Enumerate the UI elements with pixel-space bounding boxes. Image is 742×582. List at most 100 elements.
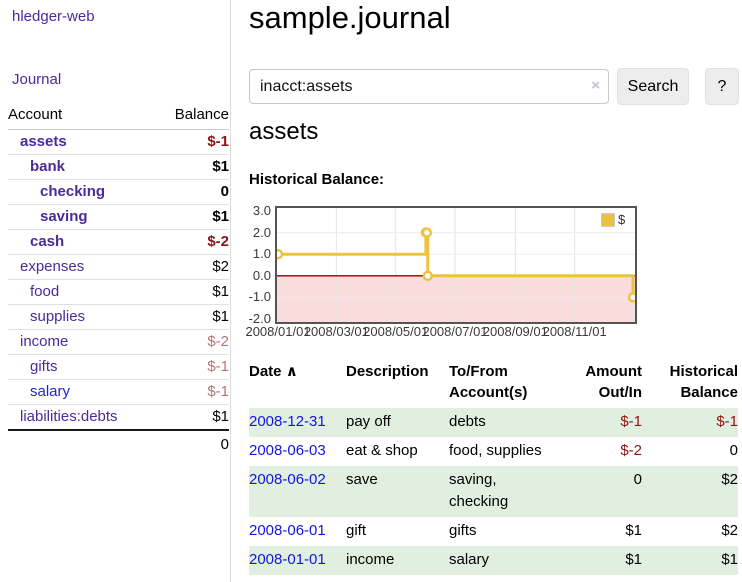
- y-axis-tick-label: 1.0: [252, 246, 271, 262]
- sidebar-account-balance: $1: [155, 279, 229, 305]
- sidebar-account-row: checking 0: [8, 179, 229, 205]
- register-accounts-cell: debts: [449, 408, 571, 437]
- x-axis-tick-label: 2008/11/01: [542, 324, 607, 339]
- sidebar-accounts-table: Account Balance assets $-1 bank $1 checking 0…: [8, 104, 229, 457]
- y-axis-tick-label: -2.0: [248, 311, 271, 326]
- sort-ascending-icon: ∧: [285, 363, 298, 380]
- register-accounts-cell: gifts: [449, 522, 477, 539]
- y-axis-tick-label: -1.0: [248, 289, 271, 305]
- register-balance-cell: $2: [642, 466, 738, 517]
- sidebar-account-row: saving $1: [8, 204, 229, 230]
- register-row: 2008-06-01 gift gifts $1 $2: [249, 517, 738, 546]
- accounts-col-account: Account: [8, 104, 156, 130]
- sidebar-account-link[interactable]: checking: [40, 183, 106, 200]
- help-button[interactable]: ?: [705, 68, 739, 105]
- sidebar-account-row: food $1: [8, 279, 229, 305]
- register-amount-cell: $1: [625, 522, 642, 539]
- sidebar-account-link[interactable]: expenses: [20, 258, 85, 275]
- sidebar-accounts-body: assets $-1 bank $1 checking 0 saving $1 cash $-2 e…: [8, 129, 229, 431]
- brand-link[interactable]: hledger-web: [12, 8, 95, 25]
- accounts-total-value: 0: [155, 429, 229, 457]
- register-date-cell: 2008-06-03: [249, 437, 346, 466]
- x-axis-tick-label: 2008/03/01: [303, 324, 369, 339]
- sidebar-account-link[interactable]: saving: [40, 208, 88, 225]
- register-table: Date ∧ Description To/From Account(s) Am…: [249, 361, 738, 575]
- sidebar-account-link[interactable]: income: [20, 333, 69, 350]
- sidebar-account-balance: $1: [155, 154, 229, 180]
- sidebar-account-row: liabilities:debts $1: [8, 404, 229, 431]
- register-amount-cell: 0: [571, 466, 642, 517]
- register-description-cell: eat & shop: [346, 442, 418, 459]
- sidebar-account-balance: $-1: [155, 129, 229, 155]
- sidebar-account-balance: $-2: [155, 329, 229, 355]
- register-date-cell: 2008-06-02: [249, 466, 346, 517]
- sidebar-account-balance: $-1: [155, 354, 229, 380]
- search-input-wrap: ×: [249, 69, 609, 104]
- register-amount-cell: $1: [571, 546, 642, 575]
- register-row: 2008-01-01 income salary $1 $1: [249, 546, 738, 575]
- sidebar-account-row: cash $-2: [8, 229, 229, 255]
- sidebar-account-balance: $-2: [155, 229, 229, 255]
- register-col-accounts: To/From Account(s): [449, 363, 528, 401]
- sidebar-account-row: expenses $2: [8, 254, 229, 280]
- sidebar-account-link[interactable]: bank: [30, 158, 66, 175]
- sidebar-account-balance: $1: [155, 304, 229, 330]
- chart-legend: $: [600, 211, 627, 228]
- sidebar-account-link[interactable]: gifts: [30, 358, 58, 375]
- search-button[interactable]: Search: [617, 68, 689, 105]
- sidebar-account-link[interactable]: liabilities:debts: [20, 408, 118, 425]
- register-row: 2008-12-31 pay off debts $-1 $-1: [249, 408, 738, 437]
- register-description-cell: save: [346, 466, 449, 517]
- sidebar-account-balance: $2: [155, 254, 229, 280]
- register-description-cell: income: [346, 546, 449, 575]
- register-date-cell: 2008-01-01: [249, 546, 346, 575]
- sidebar-account-link[interactable]: salary: [30, 383, 71, 400]
- transaction-date-link[interactable]: 2008-06-01: [249, 522, 326, 539]
- transaction-date-link[interactable]: 2008-12-31: [249, 413, 326, 430]
- register-col-date[interactable]: Date ∧: [249, 363, 298, 380]
- register-balance-cell: $-1: [642, 408, 738, 437]
- sidebar-account-row: bank $1: [8, 154, 229, 180]
- sidebar-account-row: supplies $1: [8, 304, 229, 330]
- register-col-description: Description: [346, 363, 429, 380]
- sidebar-account-balance: $1: [155, 204, 229, 230]
- register-body: 2008-12-31 pay off debts $-1 $-1 2008-06-03 ea…: [249, 408, 738, 575]
- register-row: 2008-06-03 eat & shop food, supplies $-2 0: [249, 437, 738, 466]
- sidebar-account-link[interactable]: assets: [20, 133, 67, 150]
- balance-chart-plot: [275, 206, 637, 324]
- sidebar-account-balance: $1: [155, 404, 229, 431]
- sidebar-account-link[interactable]: food: [30, 283, 60, 300]
- y-axis-tick-label: 0.0: [252, 267, 271, 283]
- chart-title: Historical Balance:: [249, 171, 385, 188]
- search-input[interactable]: [249, 69, 609, 104]
- sidebar-account-row: gifts $-1: [8, 354, 229, 380]
- sidebar-account-balance: $-1: [155, 379, 229, 405]
- sidebar-item-journal[interactable]: Journal: [12, 71, 62, 88]
- sidebar-account-row: salary $-1: [8, 379, 229, 405]
- register-amount-cell: $-2: [620, 442, 642, 459]
- historical-balance-chart: 3.0 2.0 1.0 0.0 -1.0 -2.0 2008/01/01 2008/03/0…: [244, 200, 644, 348]
- register-row: 2008-06-02 save saving, checking 0 $2: [249, 466, 738, 517]
- register-col-amount: Amount Out/In: [585, 363, 642, 401]
- clear-search-icon[interactable]: ×: [591, 77, 600, 94]
- sidebar-account-link[interactable]: supplies: [30, 308, 86, 325]
- legend-label: $: [618, 212, 626, 227]
- register-balance-cell: $2: [721, 522, 738, 539]
- search-form: × Search ?: [249, 68, 739, 105]
- accounts-total-spacer: [8, 429, 156, 457]
- sidebar-account-link[interactable]: cash: [30, 233, 65, 250]
- register-accounts-cell: salary: [449, 546, 571, 575]
- account-heading: assets: [249, 118, 319, 145]
- x-axis-tick-label: 2008/09/01: [482, 324, 548, 339]
- register-balance-cell: $1: [642, 546, 738, 575]
- register-amount-cell: $-1: [571, 408, 642, 437]
- transaction-date-link[interactable]: 2008-01-01: [249, 551, 326, 568]
- transaction-date-link[interactable]: 2008-06-02: [249, 471, 326, 488]
- page-title: sample.journal: [249, 0, 451, 35]
- y-axis-tick-label: 3.0: [252, 203, 271, 218]
- register-accounts-cell: saving, checking: [449, 466, 571, 517]
- accounts-col-balance: Balance: [155, 104, 229, 130]
- x-axis-tick-label: 2008/05/01: [363, 324, 429, 339]
- transaction-date-link[interactable]: 2008-06-03: [249, 442, 326, 459]
